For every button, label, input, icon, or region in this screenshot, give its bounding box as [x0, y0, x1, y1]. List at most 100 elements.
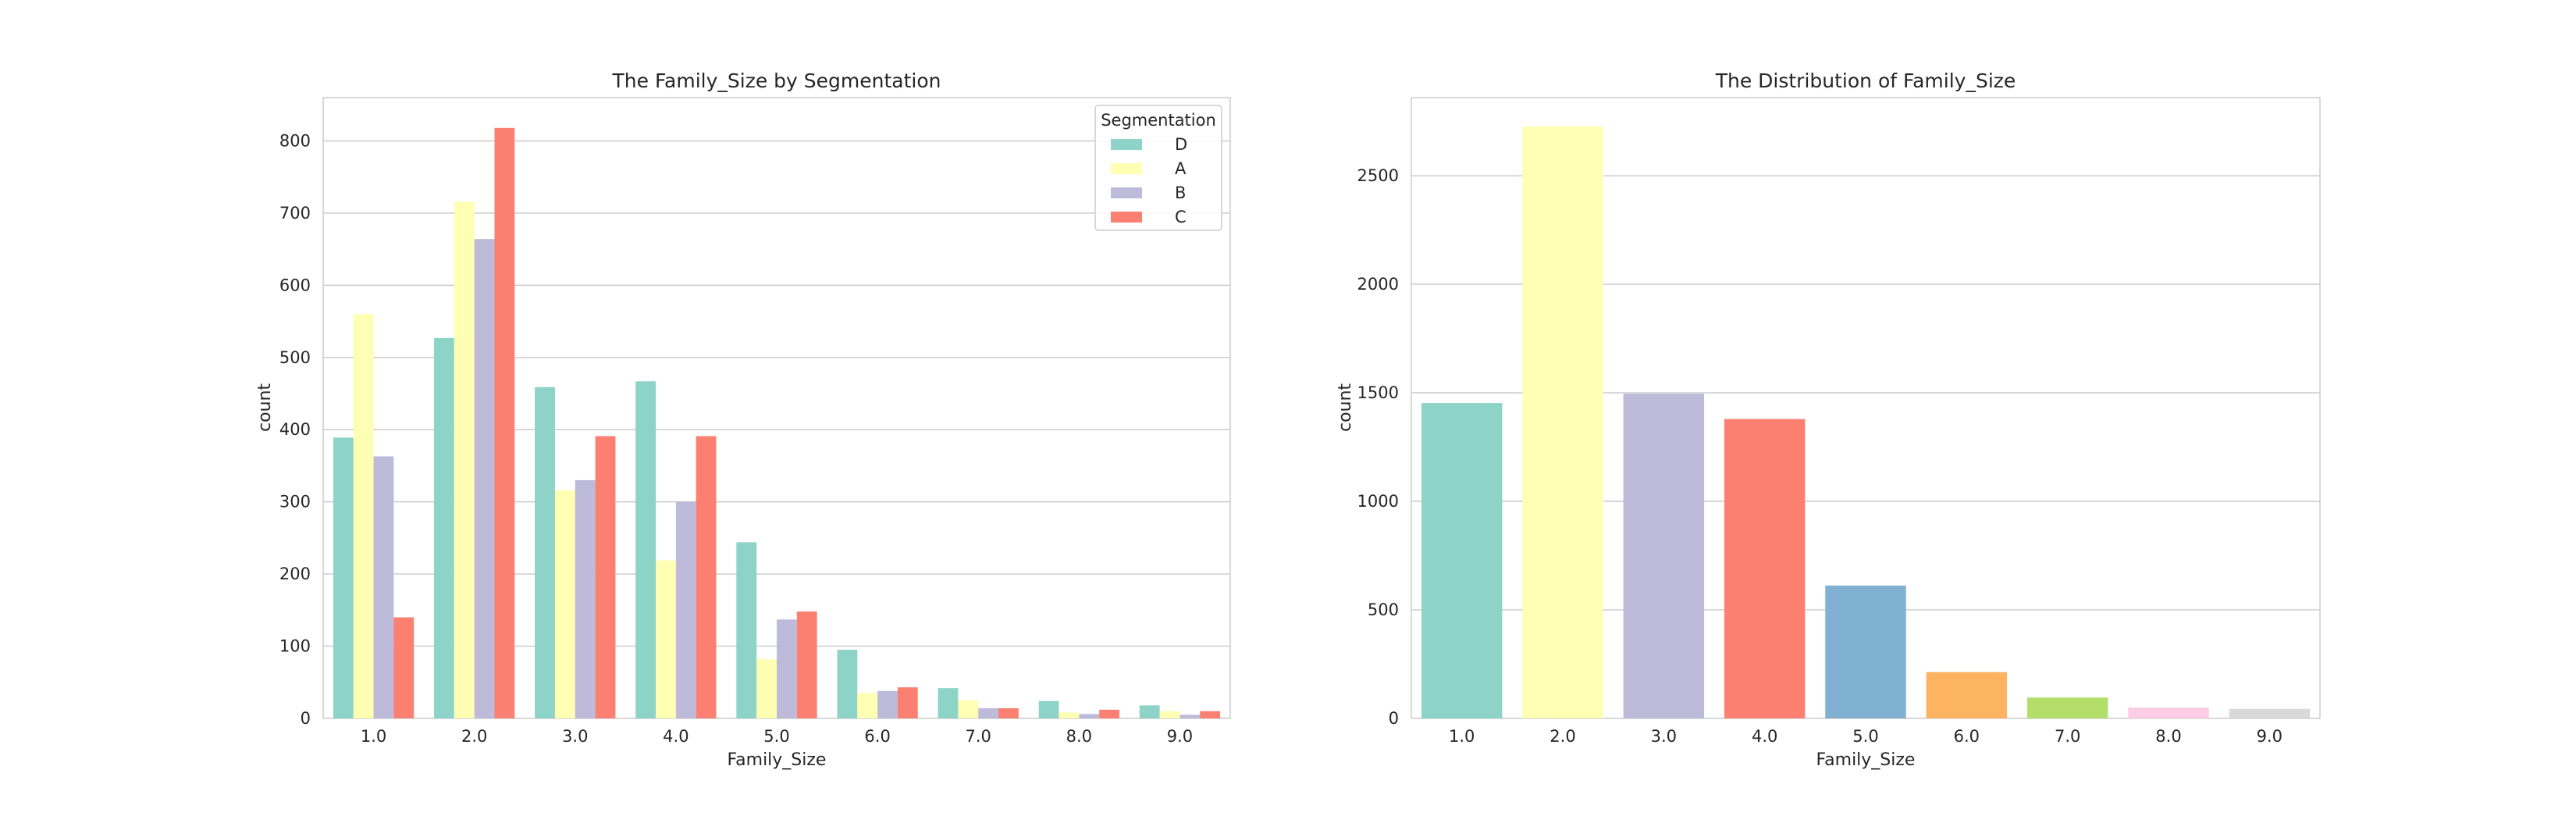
y-tick-label: 0: [1389, 709, 1399, 728]
bar-C-2.0: [494, 127, 515, 719]
x-tick-label: 5.0: [1852, 727, 1878, 746]
y-tick-label: 400: [279, 420, 311, 439]
bar-B-8.0: [1079, 714, 1100, 718]
bar-B-7.0: [978, 708, 999, 718]
bar-A-9.0: [1159, 711, 1180, 718]
x-tick-label: 1.0: [1449, 727, 1475, 746]
bar-A-7.0: [958, 700, 979, 718]
bar-C-4.0: [696, 436, 717, 718]
bar-6.0: [1926, 672, 2008, 718]
bar-8.0: [2128, 707, 2209, 718]
y-axis-label: count: [255, 383, 275, 432]
x-tick-label: 9.0: [2257, 727, 2282, 746]
y-tick-label: 2500: [1357, 166, 1399, 185]
bar-A-5.0: [756, 659, 777, 718]
bar-B-2.0: [474, 239, 495, 718]
y-tick-label: 800: [279, 131, 311, 150]
bar-D-3.0: [535, 387, 555, 718]
x-tick-label: 7.0: [2055, 727, 2080, 746]
legend-label: C: [1175, 208, 1187, 226]
chart-title: The Distribution of Family_Size: [1715, 69, 2016, 92]
x-tick-label: 1.0: [361, 727, 386, 746]
bar-D-2.0: [434, 337, 454, 718]
bar-A-1.0: [353, 314, 374, 719]
x-tick-label: 6.0: [864, 727, 890, 746]
legend-swatch: [1111, 163, 1142, 174]
x-axis-label: Family_Size: [1816, 750, 1916, 770]
legend-label: D: [1175, 135, 1187, 154]
bar-B-3.0: [575, 479, 596, 718]
bar-C-3.0: [595, 436, 616, 718]
bar-A-8.0: [1059, 712, 1080, 718]
bar-3.0: [1623, 394, 1705, 718]
bar-B-5.0: [777, 619, 797, 718]
legend-box: [1094, 105, 1222, 231]
bar-D-8.0: [1038, 700, 1059, 718]
y-tick-label: 600: [279, 276, 311, 294]
bar-D-1.0: [333, 437, 354, 718]
x-tick-label: 4.0: [663, 727, 688, 746]
legend-swatch: [1111, 212, 1142, 223]
x-tick-label: 9.0: [1167, 727, 1193, 746]
bar-A-3.0: [554, 490, 575, 718]
bars: [1421, 126, 2311, 718]
bar-C-1.0: [393, 617, 415, 718]
legend-label: B: [1175, 183, 1186, 202]
bar-B-4.0: [675, 501, 696, 718]
x-axis-label: Family_Size: [728, 750, 827, 770]
bar-B-9.0: [1179, 714, 1201, 718]
legend-swatch: [1111, 187, 1142, 198]
legend-title: Segmentation: [1101, 111, 1216, 130]
x-tick-label: 4.0: [1752, 727, 1777, 746]
x-tick-label: 2.0: [1550, 727, 1575, 746]
y-tick-label: 1000: [1357, 492, 1399, 511]
y-tick-label: 500: [279, 348, 311, 367]
x-tick-label: 8.0: [1066, 727, 1092, 746]
bar-D-4.0: [635, 381, 656, 718]
bar-A-4.0: [656, 560, 676, 718]
bar-2.0: [1522, 126, 1603, 718]
bar-C-8.0: [1099, 709, 1119, 718]
bar-4.0: [1724, 419, 1806, 718]
bar-C-9.0: [1200, 711, 1221, 718]
x-tick-label: 5.0: [763, 727, 789, 746]
legend-swatch: [1111, 139, 1142, 150]
x-tick-label: 8.0: [2155, 727, 2181, 746]
y-tick-label: 200: [279, 565, 311, 583]
x-tick-labels: 1.0 2.0 3.0 4.0 5.0 6.0 7.0 8.0 9.0: [361, 727, 1193, 746]
x-tick-label: 3.0: [1651, 727, 1677, 746]
distribution-chart: The Distribution of Family_Size 0 500 1000…: [1336, 69, 2321, 770]
y-tick-label: 500: [1368, 600, 1399, 619]
segmentation-chart: The Family_Size by Segmentation 0 100 200 3…: [255, 69, 1231, 770]
bar-A-6.0: [857, 693, 878, 718]
bar-D-9.0: [1139, 705, 1160, 718]
bar-B-6.0: [877, 690, 898, 718]
bar-C-5.0: [796, 611, 817, 718]
y-tick-label: 1500: [1357, 383, 1399, 402]
y-tick-labels: 0 100 200 300 400 500 600 700 800: [279, 131, 311, 728]
bar-B-1.0: [373, 456, 394, 718]
bar-5.0: [1825, 585, 1906, 718]
bar-D-6.0: [837, 650, 858, 718]
bar-1.0: [1421, 403, 1503, 718]
x-tick-label: 2.0: [461, 727, 487, 746]
bar-C-6.0: [897, 687, 918, 718]
bar-D-5.0: [736, 542, 757, 718]
chart-title: The Family_Size by Segmentation: [612, 69, 941, 92]
bar-7.0: [2026, 697, 2108, 718]
y-axis-label: count: [1336, 383, 1355, 432]
x-tick-labels: 1.0 2.0 3.0 4.0 5.0 6.0 7.0 8.0 9.0: [1449, 727, 2282, 746]
bar-D-7.0: [938, 688, 959, 718]
x-tick-label: 6.0: [1954, 727, 1980, 746]
y-tick-labels: 0 500 1000 1500 2000 2500: [1357, 166, 1399, 728]
bars: [333, 127, 1221, 719]
bar-C-7.0: [998, 708, 1019, 718]
x-tick-label: 3.0: [562, 727, 588, 746]
y-tick-label: 700: [279, 204, 311, 223]
y-tick-label: 2000: [1357, 275, 1399, 294]
bar-9.0: [2229, 708, 2311, 718]
y-tick-label: 100: [279, 637, 311, 656]
legend-label: A: [1175, 159, 1187, 178]
